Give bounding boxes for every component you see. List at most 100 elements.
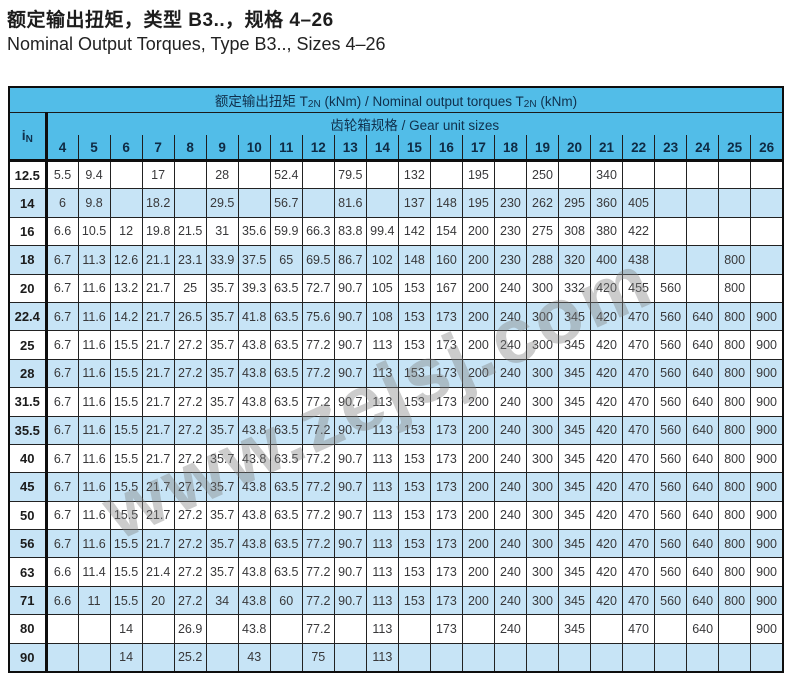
torque-value-cell: 560 bbox=[654, 557, 688, 587]
torque-value-cell bbox=[654, 642, 688, 673]
torque-value-cell: 15.5 bbox=[109, 415, 143, 445]
torque-value-cell: 240 bbox=[493, 472, 527, 502]
torque-value-cell bbox=[525, 642, 560, 673]
torque-value-cell: 154 bbox=[429, 216, 463, 247]
torque-value-cell bbox=[622, 642, 656, 673]
torque-value-cell: 153 bbox=[397, 358, 431, 389]
torque-value-cell: 113 bbox=[365, 330, 399, 360]
torque-value-cell: 300 bbox=[525, 529, 560, 559]
torque-value-cell: 900 bbox=[750, 443, 784, 474]
torque-value-cell: 200 bbox=[461, 415, 495, 445]
ratio-cell: 71 bbox=[9, 585, 48, 615]
ratio-cell: 35.5 bbox=[9, 415, 48, 445]
torque-value-cell: 11.6 bbox=[77, 301, 111, 332]
torque-value-cell: 15.5 bbox=[109, 443, 143, 474]
size-column-header: 10 bbox=[237, 135, 271, 162]
torque-value-cell: 900 bbox=[750, 330, 784, 360]
torque-value-cell: 113 bbox=[365, 642, 399, 673]
torque-value-cell: 43.8 bbox=[237, 472, 271, 502]
torque-value-cell: 173 bbox=[429, 529, 463, 559]
torque-value-cell: 77.2 bbox=[301, 585, 335, 616]
torque-value-cell: 640 bbox=[686, 557, 720, 587]
torque-value-cell: 560 bbox=[654, 443, 688, 474]
torque-row: 45 6.7 11.6 15.5 21.7 27.2 35.7 43.8 63.5 77.2 90.… bbox=[9, 472, 784, 502]
torque-value-cell: 10.5 bbox=[77, 216, 111, 247]
torque-value-cell: 90.7 bbox=[333, 472, 367, 502]
torque-value-cell: 17 bbox=[141, 159, 175, 190]
torque-value-cell: 470 bbox=[622, 415, 656, 445]
size-column-header: 4 bbox=[45, 135, 79, 162]
torque-value-cell bbox=[237, 188, 271, 218]
size-column-header: 19 bbox=[525, 135, 559, 162]
torque-value-cell: 200 bbox=[461, 301, 495, 332]
torque-value-cell: 900 bbox=[750, 358, 784, 389]
torque-value-cell: 6.6 bbox=[45, 216, 79, 247]
torque-value-cell: 900 bbox=[750, 585, 784, 616]
torque-value-cell: 90.7 bbox=[333, 415, 367, 445]
torque-value-cell bbox=[686, 642, 720, 673]
torque-value-cell: 27.2 bbox=[173, 358, 207, 389]
torque-value-cell: 27.2 bbox=[173, 529, 207, 559]
torque-value-cell: 240 bbox=[493, 557, 527, 587]
torque-value-cell: 21.7 bbox=[141, 443, 175, 474]
torque-value-cell bbox=[429, 642, 463, 673]
torque-value-cell: 240 bbox=[493, 387, 527, 417]
torque-value-cell: 12.6 bbox=[109, 245, 143, 275]
torque-value-cell: 200 bbox=[461, 245, 495, 275]
torque-value-cell: 345 bbox=[557, 443, 592, 474]
torque-value-cell bbox=[557, 159, 592, 190]
torque-value-cell: 6.7 bbox=[45, 415, 79, 445]
torque-value-cell bbox=[301, 188, 335, 218]
main-header-mid: (kNm) / Nominal output torques T bbox=[320, 94, 524, 109]
torque-value-cell: 420 bbox=[590, 330, 624, 360]
torque-value-cell bbox=[109, 159, 143, 190]
torque-value-cell: 640 bbox=[686, 585, 720, 616]
torque-value-cell bbox=[654, 216, 688, 247]
torque-value-cell bbox=[686, 188, 720, 218]
ratio-cell: 14 bbox=[9, 188, 48, 218]
torque-value-cell: 455 bbox=[622, 273, 656, 303]
torque-value-cell: 132 bbox=[397, 159, 431, 190]
ratio-column-header: iN bbox=[9, 112, 48, 162]
torque-value-cell: 26.9 bbox=[173, 614, 207, 644]
torque-value-cell bbox=[397, 614, 431, 644]
torque-value-cell: 900 bbox=[750, 415, 784, 445]
torque-value-cell: 230 bbox=[493, 245, 527, 275]
torque-row: 16 6.6 10.5 12 19.8 21.5 31 35.6 59.9 66.3 83.8 99.… bbox=[9, 216, 784, 247]
torque-value-cell: 420 bbox=[590, 585, 624, 616]
torque-value-cell: 75.6 bbox=[301, 301, 335, 332]
size-column-header: 9 bbox=[205, 135, 239, 162]
torque-value-cell: 14 bbox=[109, 614, 143, 644]
torque-value-cell: 153 bbox=[397, 500, 431, 531]
torque-value-cell: 113 bbox=[365, 529, 399, 559]
torque-row: 40 6.7 11.6 15.5 21.7 27.2 35.7 43.8 63.5 77.2 90.… bbox=[9, 443, 784, 474]
torque-value-cell bbox=[654, 159, 688, 190]
main-header-pre: 额定输出扭矩 T bbox=[214, 94, 308, 109]
torque-value-cell: 420 bbox=[590, 557, 624, 587]
torque-value-cell: 43 bbox=[237, 642, 271, 673]
torque-value-cell: 35.6 bbox=[237, 216, 271, 247]
torque-value-cell: 26.5 bbox=[173, 301, 207, 332]
torque-value-cell: 63.5 bbox=[269, 557, 303, 587]
torque-row: 71 6.6 11 15.5 20 27.2 34 43.8 60 77.2 90.7 113 153 1… bbox=[9, 585, 784, 616]
torque-value-cell: 90.7 bbox=[333, 358, 367, 389]
torque-value-cell bbox=[461, 614, 495, 644]
torque-value-cell: 900 bbox=[750, 301, 784, 332]
torque-value-cell: 275 bbox=[525, 216, 560, 247]
torque-value-cell: 240 bbox=[493, 415, 527, 445]
torque-value-cell: 63.5 bbox=[269, 443, 303, 474]
torque-value-cell: 300 bbox=[525, 358, 560, 389]
torque-value-cell: 900 bbox=[750, 500, 784, 531]
torque-value-cell: 43.8 bbox=[237, 614, 271, 644]
torque-value-cell: 6.6 bbox=[45, 557, 79, 587]
torque-value-cell bbox=[750, 245, 784, 275]
size-column-header: 5 bbox=[77, 135, 111, 162]
torque-value-cell: 105 bbox=[365, 273, 399, 303]
torque-value-cell: 90.7 bbox=[333, 330, 367, 360]
torque-row: 12.5 5.5 9.4 17 28 52.4 79.5 132 195 250 340 bbox=[9, 159, 784, 190]
torque-value-cell: 340 bbox=[590, 159, 624, 190]
torque-value-cell bbox=[525, 614, 560, 644]
torque-value-cell: 640 bbox=[686, 443, 720, 474]
torque-value-cell: 240 bbox=[493, 500, 527, 531]
torque-value-cell: 470 bbox=[622, 301, 656, 332]
